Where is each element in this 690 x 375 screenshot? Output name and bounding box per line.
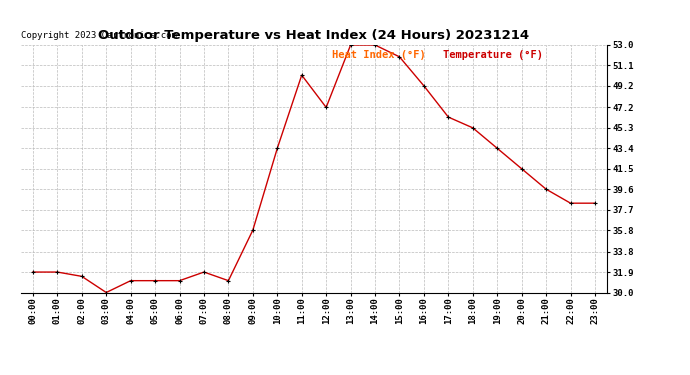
Title: Outdoor Temperature vs Heat Index (24 Hours) 20231214: Outdoor Temperature vs Heat Index (24 Ho… — [99, 30, 529, 42]
Text: Copyright 2023 Cartronics.com: Copyright 2023 Cartronics.com — [21, 31, 177, 40]
Text: Temperature (°F): Temperature (°F) — [443, 50, 543, 60]
Text: Heat Index (°F): Heat Index (°F) — [332, 50, 425, 60]
